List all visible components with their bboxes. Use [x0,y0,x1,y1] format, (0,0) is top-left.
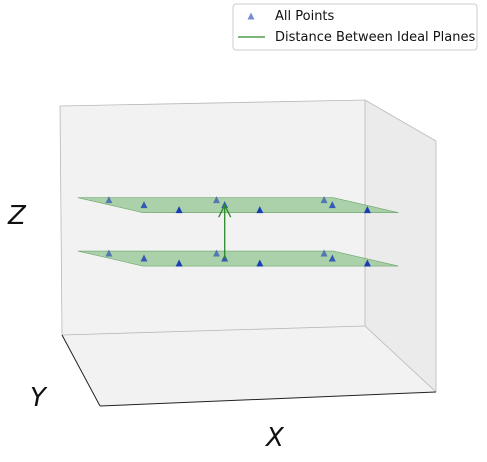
z-axis-label: Z [7,201,27,231]
legend-label-all-points: All Points [275,9,335,24]
side-pane [365,100,436,392]
pane-edge [59,99,366,107]
data-point [213,196,220,204]
distance-line-group [218,203,232,259]
back-pane [60,100,365,335]
legend-marker-all-points [247,12,255,20]
data-point [140,201,148,209]
distance-arrowhead [218,203,232,218]
plane-1 [77,250,399,267]
data-point [328,201,336,209]
planes-group [77,197,399,267]
legend-box [232,3,478,51]
legend: All Points Distance Between Ideal Planes [232,3,478,51]
x-axis-label: X [264,423,285,453]
legend-label-distance: Distance Between Ideal Planes [275,30,475,45]
floor-pane [62,326,436,406]
data-point [256,259,264,267]
data-point [175,259,183,267]
axes-panes [59,99,437,407]
data-point [363,259,371,267]
data-point [105,196,113,204]
y-axis-label: Y [30,383,48,413]
data-point [213,249,220,257]
data-point [328,254,336,262]
pane-edge [364,325,437,393]
data-point [140,254,148,262]
pane-edge [59,105,63,336]
x-axis-line [99,391,437,407]
data-point [320,196,328,204]
data-point [320,249,328,257]
pane-edge [61,325,366,336]
pane-edge [364,99,437,142]
points-group [105,196,371,267]
data-point [105,249,113,257]
y-axis-line [61,334,101,407]
data-point [175,206,183,214]
data-point [256,206,264,214]
plane-2 [77,197,399,213]
data-point [363,206,371,214]
